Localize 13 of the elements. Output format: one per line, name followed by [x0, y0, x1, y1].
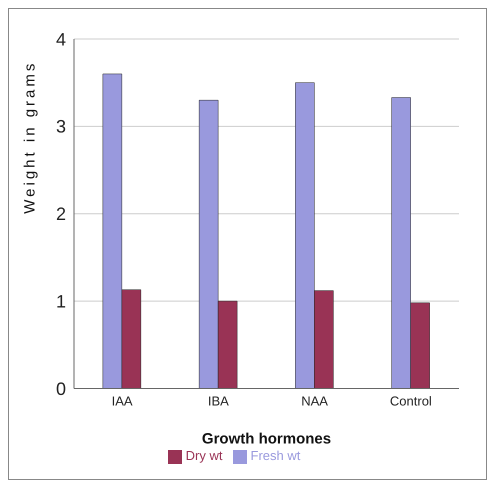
x-tick-label: NAA	[301, 394, 328, 409]
y-tick-label: 4	[56, 29, 66, 50]
legend-label: Dry wt	[186, 448, 222, 464]
x-tick-label: IAA	[112, 394, 133, 409]
y-tick-label: 3	[56, 116, 66, 137]
x-tick-label: Control	[390, 394, 432, 409]
y-tick-label: 1	[56, 291, 66, 312]
y-tick-label: 0	[56, 378, 66, 399]
y-tick-label: 2	[56, 204, 66, 224]
legend-label: Fresh wt	[250, 448, 300, 464]
y-axis-title: Weight in grams	[21, 60, 38, 214]
x-axis-title: Growth hormones	[202, 430, 332, 448]
x-tick-label: IBA	[208, 394, 230, 409]
